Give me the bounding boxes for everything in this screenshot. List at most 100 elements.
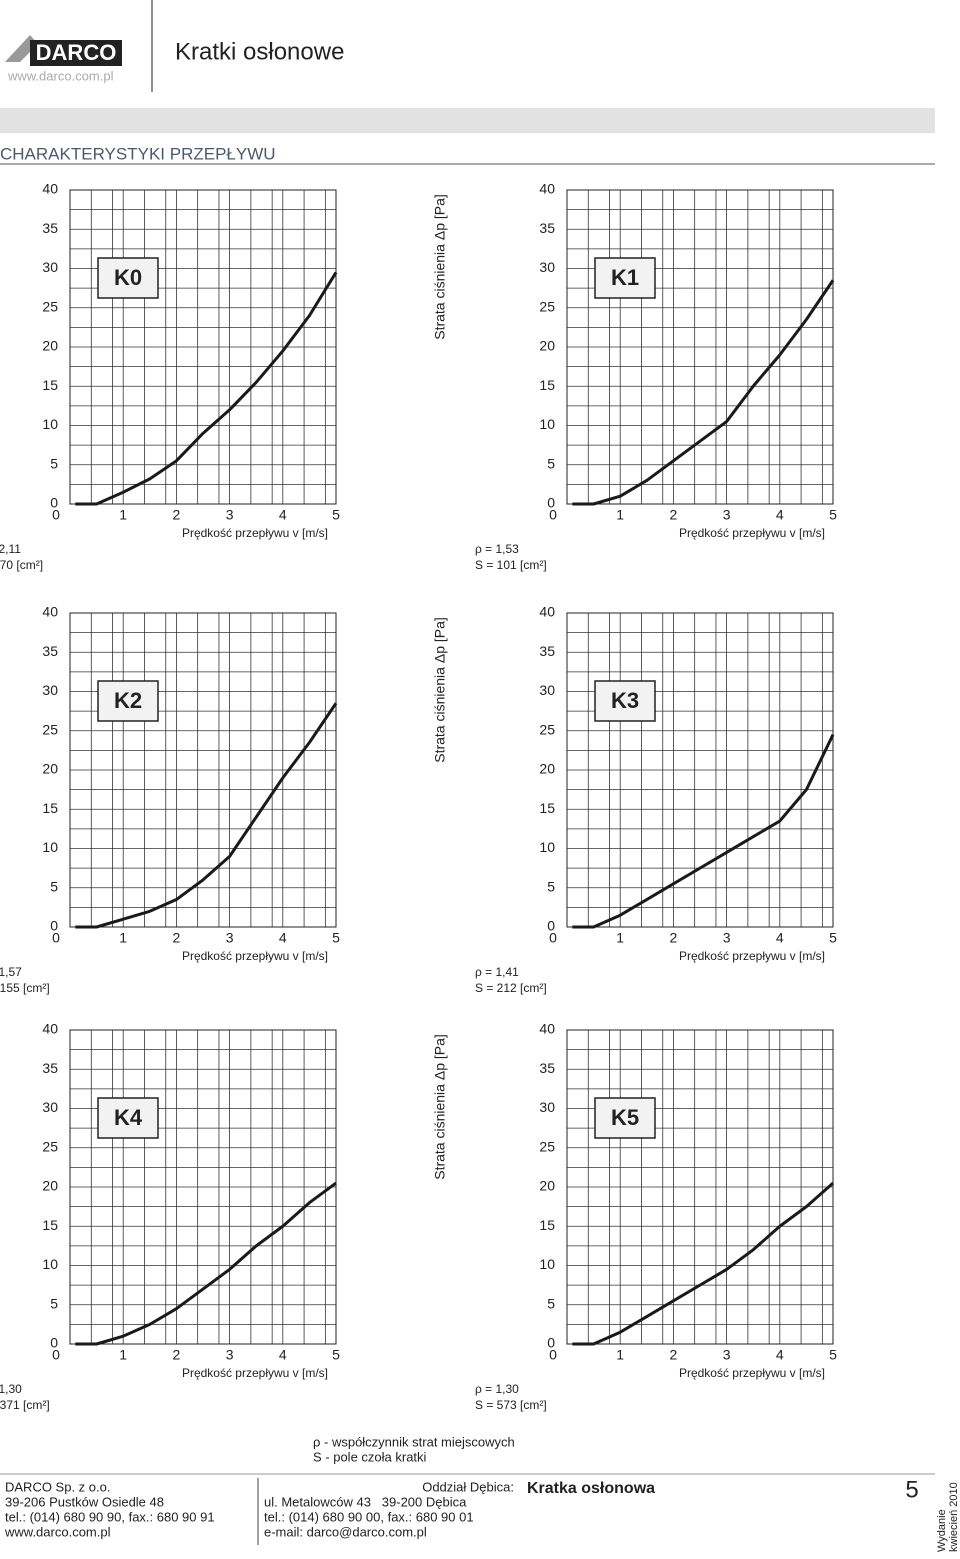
chart: 0 5 10 15 20 25 30 35 40 0 1 2 3 4 5 K5 Strata ciśnienia…	[432, 1021, 837, 1412]
x-tick-label: 4	[776, 930, 784, 946]
x-tick-label: 4	[279, 1347, 287, 1363]
y-tick-label: 30	[539, 682, 555, 698]
y-tick-label: 25	[539, 1138, 555, 1154]
y-tick-label: 35	[42, 643, 58, 659]
y-axis-label: Strata ciśnienia Δp [Pa]	[432, 1034, 448, 1180]
y-tick-label: 0	[50, 1335, 58, 1351]
y-tick-label: 35	[539, 220, 555, 236]
chart: 0510152025303540012345K0Strata ciśnienia…	[0, 181, 340, 572]
x-tick-label: 1	[616, 507, 624, 523]
note: ρ = 1,30	[0, 1382, 22, 1396]
product: Kratka osłonowa	[527, 1480, 655, 1497]
plot-frame	[566, 1029, 834, 1345]
y-tick-label: 30	[539, 1099, 555, 1115]
chart-title: K2	[114, 688, 142, 713]
x-tick-label: 1	[616, 930, 624, 946]
x-tick-label: 0	[549, 1347, 557, 1363]
x-tick-label: 5	[332, 930, 340, 946]
note: S = 101 [cm²]	[475, 558, 547, 572]
y-tick-label: 5	[547, 878, 555, 894]
legend-item: S - pole czoła kratki	[313, 1449, 427, 1464]
x-tick-label: 4	[776, 1347, 784, 1363]
chart-title: K5	[611, 1105, 639, 1130]
plot-frame	[566, 612, 834, 928]
x-tick-label: 0	[52, 1347, 60, 1363]
x-axis-label: Prędkość przepływu v [m/s]	[182, 949, 328, 963]
y-tick-label: 35	[539, 643, 555, 659]
y-tick-label: 10	[42, 1256, 58, 1272]
x-axis-label: Prędkość przepływu v [m/s]	[679, 949, 825, 963]
y-tick-label: 15	[42, 800, 58, 816]
y-tick-label: 0	[547, 918, 555, 934]
y-tick-label: 35	[42, 1060, 58, 1076]
y-tick-label: 40	[539, 1021, 555, 1037]
x-tick-label: 4	[776, 507, 784, 523]
y-tick-label: 5	[547, 1295, 555, 1311]
logo-box	[30, 40, 122, 66]
x-tick-label: 2	[670, 1347, 678, 1363]
y-tick-label: 10	[539, 1256, 555, 1272]
y-tick-label: 40	[42, 181, 58, 197]
note: ρ = 1,30	[475, 1382, 519, 1396]
x-tick-label: 0	[549, 507, 557, 523]
curve	[75, 271, 338, 506]
page-title: Kratki osłonowe	[175, 38, 344, 65]
x-tick-label: 3	[723, 930, 731, 946]
legend-item: ρ - współczynnik strat miejscowych	[313, 1434, 515, 1449]
y-tick-label: 30	[42, 259, 58, 275]
y-tick-label: 10	[42, 416, 58, 432]
curve	[75, 702, 338, 929]
x-tick-label: 2	[670, 930, 678, 946]
chart-title: K3	[611, 688, 639, 713]
y-tick-label: 10	[539, 839, 555, 855]
chart: 0 5 10 15 20 25 30 35 40 0 1 2 3 4 5 K1 Strata ciśnienia…	[432, 181, 837, 572]
y-tick-label: 0	[547, 1335, 555, 1351]
page-number: 5	[905, 1476, 918, 1503]
y-tick-label: 40	[42, 604, 58, 620]
x-tick-label: 0	[52, 930, 60, 946]
x-tick-label: 1	[119, 507, 127, 523]
y-tick-label: 20	[42, 1178, 58, 1194]
y-tick-label: 5	[50, 455, 58, 471]
x-tick-label: 2	[173, 507, 181, 523]
y-axis-label: Strata ciśnienia Δp [Pa]	[432, 617, 448, 763]
y-tick-label: 25	[42, 1138, 58, 1154]
x-axis-label: Prędkość przepływu v [m/s]	[679, 526, 825, 540]
logo-mark	[5, 35, 38, 62]
y-tick-label: 20	[539, 338, 555, 354]
x-tick-label: 3	[723, 507, 731, 523]
x-tick-label: 5	[829, 930, 837, 946]
y-tick-label: 40	[539, 604, 555, 620]
footer-text: tel.: (014) 680 90 90, fax.: 680 90 91	[5, 1509, 215, 1524]
y-tick-label: 5	[547, 455, 555, 471]
x-tick-label: 2	[670, 507, 678, 523]
title-box	[594, 680, 656, 722]
y-tick-label: 15	[42, 377, 58, 393]
y-tick-label: 15	[539, 377, 555, 393]
footer-text: e-mail: darco@darco.com.pl	[264, 1524, 427, 1539]
note: ρ = 1,53	[475, 542, 519, 556]
y-tick-label: 15	[539, 1217, 555, 1233]
y-tick-label: 40	[539, 181, 555, 197]
y-tick-label: 15	[42, 1217, 58, 1233]
url: www.darco.com.pl	[7, 68, 114, 83]
x-tick-label: 5	[332, 1347, 340, 1363]
title-box	[97, 1097, 159, 1139]
chart-title: K1	[611, 265, 639, 290]
curve	[572, 734, 835, 929]
y-tick-label: 15	[539, 800, 555, 816]
y-tick-label: 20	[539, 761, 555, 777]
y-tick-label: 0	[50, 495, 58, 511]
band	[0, 108, 935, 133]
y-tick-label: 10	[539, 416, 555, 432]
chart-title: K4	[114, 1105, 143, 1130]
y-tick-label: 35	[42, 220, 58, 236]
y-tick-label: 30	[42, 682, 58, 698]
y-tick-label: 25	[539, 298, 555, 314]
note: S = 70 [cm²]	[0, 558, 43, 572]
footer-text: Oddział Dębica:	[422, 1479, 514, 1494]
footer-text: ul. Metalowców 43 39-200 Dębica	[264, 1494, 467, 1509]
y-tick-label: 35	[539, 1060, 555, 1076]
logo: DARCO	[36, 40, 117, 65]
